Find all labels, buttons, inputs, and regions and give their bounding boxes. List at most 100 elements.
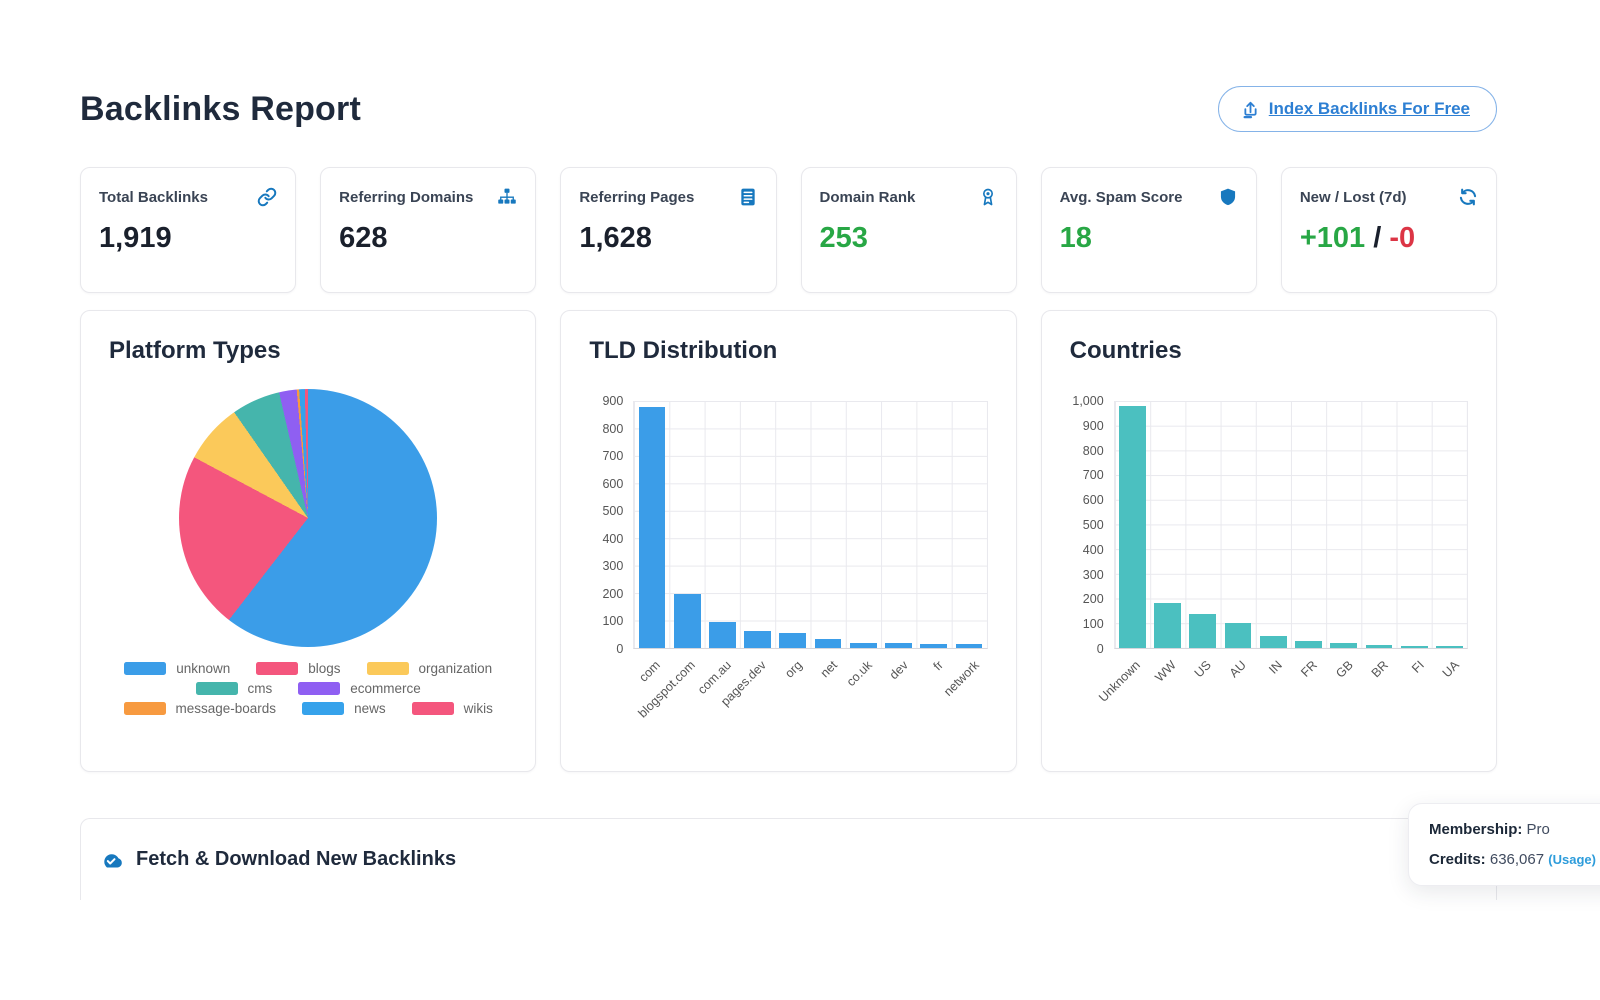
bar-FR [1295, 641, 1322, 648]
bar-com [638, 406, 666, 648]
y-tick-label: 400 [1082, 542, 1104, 557]
legend-item-blogs[interactable]: blogs [256, 661, 341, 676]
fetch-download-section: Fetch & Download New Backlinks [80, 818, 1497, 900]
x-tick-label: IN [1266, 658, 1285, 677]
stat-label: Referring Pages [579, 188, 695, 206]
stat-label: Total Backlinks [99, 188, 208, 206]
bar-cell-US [1185, 401, 1220, 648]
bar-cell-com [634, 401, 669, 648]
y-tick-label: 200 [1082, 592, 1104, 607]
y-tick-label: 0 [1096, 642, 1104, 656]
legend-row: unknown blogs organization [109, 661, 507, 676]
legend-swatch [302, 702, 345, 715]
y-tick-label: 300 [1082, 567, 1104, 582]
platform-pie-legend: unknown blogs organization cms ecommerce mess… [109, 661, 507, 716]
platform-pie-chart [179, 389, 438, 647]
legend-item-organization[interactable]: organization [366, 661, 493, 676]
y-tick-label: 100 [602, 614, 624, 629]
x-tick-label: network [940, 658, 982, 699]
bar-cell-network [951, 401, 986, 648]
stat-label: New / Lost (7d) [1299, 188, 1407, 206]
legend-item-unknown[interactable]: unknown [124, 661, 230, 676]
y-tick-label: 600 [602, 476, 624, 491]
legend-item-ecommerce[interactable]: ecommerce [298, 681, 421, 696]
list-icon [740, 188, 755, 206]
upload-icon [1243, 101, 1257, 118]
y-tick-label: 900 [602, 394, 624, 408]
legend-label: cms [247, 681, 273, 696]
x-tick-label: BR [1368, 658, 1392, 681]
y-tick-label: 1,000 [1072, 394, 1104, 408]
credits-label: Credits: [1429, 851, 1486, 868]
y-tick-label: 700 [1082, 468, 1104, 483]
fetch-download-title: Fetch & Download New Backlinks [136, 848, 457, 870]
bar-cell-GB [1326, 401, 1361, 648]
index-backlinks-label: Index Backlinks For Free [1268, 99, 1470, 118]
index-backlinks-button[interactable]: Index Backlinks For Free [1217, 86, 1497, 132]
new-lost-separator: / [1365, 222, 1390, 254]
bar-net [814, 638, 842, 648]
bar-Unknown [1118, 405, 1146, 648]
x-tick-label: dev [886, 658, 911, 683]
stat-value-new-lost: +101 / -0 [1300, 222, 1478, 255]
y-tick-label: 500 [602, 504, 624, 519]
y-tick-label: 600 [1082, 493, 1104, 508]
header: Backlinks Report Index Backlinks For Fre… [80, 86, 1497, 132]
y-tick-label: 900 [1082, 418, 1104, 433]
bar-cell-WW [1150, 401, 1185, 648]
legend-row: cms ecommerce [109, 681, 507, 696]
tld-x-axis: com blogspot.com com.au pages.dev org net co.u… [633, 649, 987, 745]
x-tick-label: UA [1439, 658, 1462, 681]
stats-row: Total Backlinks 1,919 Referring Domains … [80, 167, 1497, 293]
bar-cell-com.au [705, 401, 740, 648]
legend-swatch [256, 662, 299, 675]
platform-types-title: Platform Types [109, 337, 281, 364]
x-tick-label: co.uk [844, 658, 876, 690]
legend-swatch [411, 702, 454, 715]
y-tick-label: 800 [1082, 443, 1104, 458]
stat-value: 1,628 [579, 222, 652, 254]
bar-cell-fr [916, 401, 951, 648]
legend-label: blogs [308, 661, 341, 676]
membership-label: Membership: [1429, 821, 1523, 838]
award-icon [982, 188, 993, 206]
y-tick-label: 800 [602, 421, 624, 436]
legend-item-cms[interactable]: cms [195, 681, 273, 696]
countries-y-axis: 1,000 900 800 700 600 500 400 300 200 100 0 [1070, 394, 1114, 656]
y-tick-label: 100 [1082, 617, 1104, 632]
bar-co.uk [849, 643, 877, 648]
bar-dev [885, 643, 912, 648]
sitemap-icon [498, 188, 517, 204]
x-tick-label: fr [930, 658, 947, 674]
stat-label: Referring Domains [339, 188, 474, 206]
x-tick-label: net [817, 658, 840, 681]
membership-card: Membership: Pro Credits: 636,067 (Usage) [1408, 803, 1600, 886]
countries-card: Countries 1,000 900 800 700 600 500 400 300 200 1… [1040, 310, 1497, 772]
usage-link[interactable]: (Usage) [1548, 852, 1596, 867]
legend-item-message-boards[interactable]: message-boards [123, 701, 276, 716]
new-count: +101 [1299, 222, 1366, 254]
legend-swatch [123, 702, 166, 715]
bar-WW [1154, 603, 1181, 648]
page-title: Backlinks Report [80, 89, 361, 128]
bar-cell-co.uk [846, 401, 881, 648]
legend-item-news[interactable]: news [302, 701, 386, 716]
tld-distribution-card: TLD Distribution 900 800 700 600 500 400 300 20… [560, 310, 1017, 772]
bar-cell-FI [1397, 401, 1432, 648]
bar-BR [1365, 644, 1393, 648]
bar-FI [1400, 645, 1428, 648]
legend-label: organization [418, 661, 493, 676]
legend-item-wikis[interactable]: wikis [411, 701, 493, 716]
bar-cell-IN [1256, 401, 1291, 648]
x-tick-label: Unknown [1096, 658, 1144, 705]
bar-blogspot.com [673, 594, 701, 648]
stat-card-avg-spam-score: Avg. Spam Score 18 [1040, 167, 1257, 293]
y-tick-label: 700 [602, 449, 624, 464]
y-tick-label: 300 [602, 559, 624, 574]
bar-cell-org [775, 401, 810, 648]
legend-label: unknown [176, 661, 231, 676]
y-tick-label: 400 [602, 531, 624, 546]
bar-cell-AU [1220, 401, 1255, 648]
x-tick-label: org [781, 658, 805, 681]
